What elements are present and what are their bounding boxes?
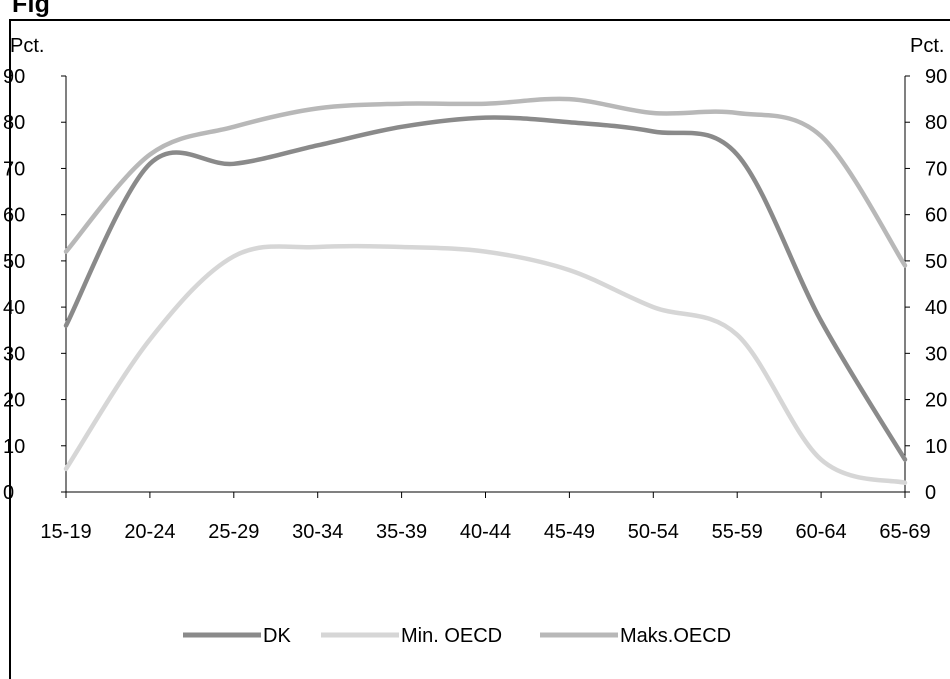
chart-frame [9, 19, 950, 679]
y-tick-label-left: 30 [3, 343, 25, 365]
y-tick-label-right: 40 [925, 297, 947, 319]
y-tick-label-left: 60 [3, 205, 25, 227]
y-tick-label-right: 0 [925, 482, 936, 504]
y-axis-label-left: Pct. [10, 35, 44, 57]
y-tick-label-left: 70 [3, 158, 25, 180]
y-tick-label-right: 30 [925, 343, 947, 365]
y-tick-label-right: 20 [925, 390, 947, 412]
y-tick-label-left: 90 [3, 66, 25, 88]
legend-label: Maks.OECD [620, 625, 731, 647]
x-tick-label: 15-19 [40, 521, 91, 543]
x-tick-label: 50-54 [628, 521, 679, 543]
x-tick-label: 60-64 [796, 521, 847, 543]
legend-label: Min. OECD [401, 625, 502, 647]
x-tick-label: 35-39 [376, 521, 427, 543]
x-tick-label: 30-34 [292, 521, 343, 543]
legend-label: DK [263, 625, 291, 647]
series-line-min-oecd [63, 243, 908, 486]
y-axis-label-right: Pct. [910, 35, 944, 57]
y-tick-label-left: 50 [3, 251, 25, 273]
y-tick-label-right: 90 [925, 66, 947, 88]
y-tick-label-left: 0 [3, 482, 14, 504]
y-tick-label-right: 10 [925, 436, 947, 458]
line-chart: Pct. Pct. 0 0 10 10 20 20 30 30 40 40 50 50 60 60 70 70… [3, 35, 947, 647]
x-tick-label: 20-24 [124, 521, 175, 543]
y-tick-label-right: 80 [925, 112, 947, 134]
x-tick-label: 65-69 [879, 521, 930, 543]
x-tick-label: 45-49 [544, 521, 595, 543]
series-line-maks-oecd [63, 96, 908, 268]
y-tick-label-left: 20 [3, 390, 25, 412]
y-tick-label-right: 60 [925, 205, 947, 227]
x-tick-label: 55-59 [712, 521, 763, 543]
y-tick-label-left: 10 [3, 436, 25, 458]
y-tick-label-left: 40 [3, 297, 25, 319]
y-tick-label-right: 50 [925, 251, 947, 273]
chart-title: Fig [12, 0, 51, 18]
x-tick-label: 25-29 [208, 521, 259, 543]
y-tick-label-left: 80 [3, 112, 25, 134]
y-tick-label-right: 70 [925, 158, 947, 180]
series-line-dk [63, 115, 908, 462]
x-tick-label: 40-44 [460, 521, 511, 543]
